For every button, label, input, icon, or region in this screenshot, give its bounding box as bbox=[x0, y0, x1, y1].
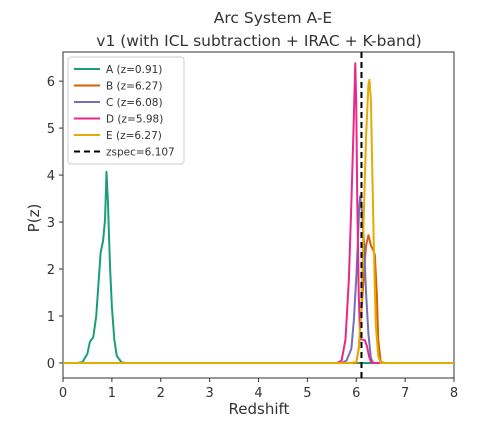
y-tick-label: 6 bbox=[47, 75, 55, 90]
x-tick-label: 4 bbox=[254, 386, 262, 401]
chart-title-line-1: Arc System A-E bbox=[214, 9, 332, 27]
legend-label: C (z=6.08) bbox=[106, 97, 163, 109]
y-axis-label: P(z) bbox=[25, 204, 43, 233]
y-tick-label: 1 bbox=[47, 310, 55, 325]
series-line-c bbox=[63, 195, 454, 364]
x-tick-label: 3 bbox=[205, 386, 213, 401]
y-tick-label: 3 bbox=[47, 216, 55, 231]
plot-area: 0 1 2 3 4 5 6 7 8 0 1 2 3 4 5 6 A (z=0.91) B (z=6.27) C (z… bbox=[47, 51, 458, 401]
x-tick-label: 1 bbox=[108, 386, 116, 401]
legend-label: zspec=6.107 bbox=[106, 147, 175, 159]
x-tick-label: 8 bbox=[450, 386, 458, 401]
chart-title-line-2: v1 (with ICL subtraction + IRAC + K-band… bbox=[96, 32, 421, 50]
y-tick-label: 0 bbox=[47, 357, 55, 372]
x-tick-label: 7 bbox=[401, 386, 409, 401]
x-tick-label: 0 bbox=[59, 386, 67, 401]
legend-label: E (z=6.27) bbox=[106, 130, 162, 142]
series-line-e bbox=[63, 78, 454, 364]
legend-box bbox=[67, 56, 185, 165]
series-line-b bbox=[63, 234, 454, 364]
y-tick-label: 5 bbox=[47, 122, 55, 137]
legend-label: D (z=5.98) bbox=[106, 114, 163, 126]
x-axis-label: Redshift bbox=[229, 400, 290, 418]
legend-label: B (z=6.27) bbox=[106, 81, 162, 93]
y-tick-label: 2 bbox=[47, 263, 55, 278]
x-tick-label: 2 bbox=[157, 386, 165, 401]
x-tick-label: 5 bbox=[303, 386, 311, 401]
legend-label: A (z=0.91) bbox=[106, 64, 162, 76]
x-tick-label: 6 bbox=[352, 386, 360, 401]
y-tick-label: 4 bbox=[47, 169, 55, 184]
series-line-a bbox=[63, 170, 454, 364]
series-line-d bbox=[63, 62, 454, 364]
